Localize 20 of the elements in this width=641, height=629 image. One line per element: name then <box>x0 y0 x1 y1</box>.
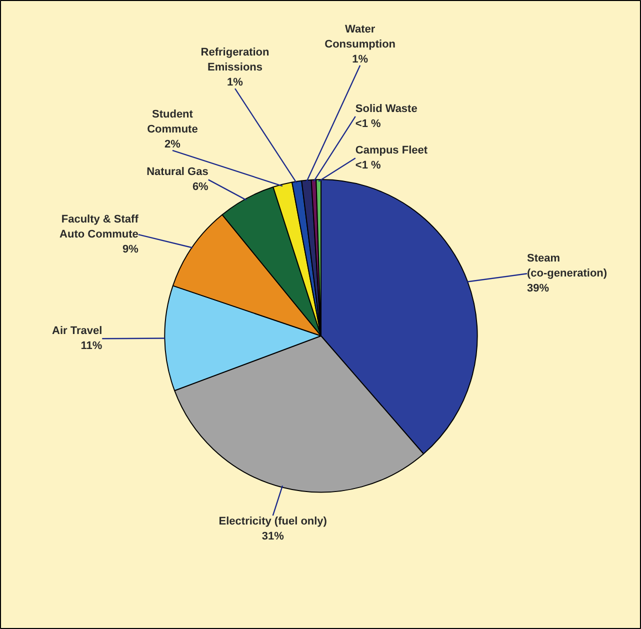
slice-label: Water Consumption <box>324 23 396 50</box>
slice-label: Student Commute <box>147 108 198 136</box>
data-label: 2% <box>164 138 181 150</box>
data-label: 1% <box>227 76 244 89</box>
data-label: <1 % <box>355 118 381 130</box>
slice-label: Electricity (fuel only) <box>218 516 328 528</box>
slice-label: Steam (co-generation) <box>527 252 608 280</box>
data-label: 9% <box>122 244 139 256</box>
slice-label: Campus Fleet <box>355 144 428 157</box>
slice-label: Air Travel <box>52 325 102 338</box>
data-label: 1% <box>352 53 368 66</box>
data-label: 39% <box>527 282 550 295</box>
data-label: <1 % <box>355 160 381 172</box>
data-label: 31% <box>262 530 284 543</box>
data-label: 6% <box>192 181 209 194</box>
slice-label: Refrigeration Emissions <box>200 46 270 74</box>
slice-label: Faculty & Staff Auto Commute <box>60 214 139 241</box>
slice-label: Natural Gas <box>146 166 208 178</box>
slice-label: Solid Waste <box>355 102 418 115</box>
data-label: 11% <box>80 340 102 352</box>
